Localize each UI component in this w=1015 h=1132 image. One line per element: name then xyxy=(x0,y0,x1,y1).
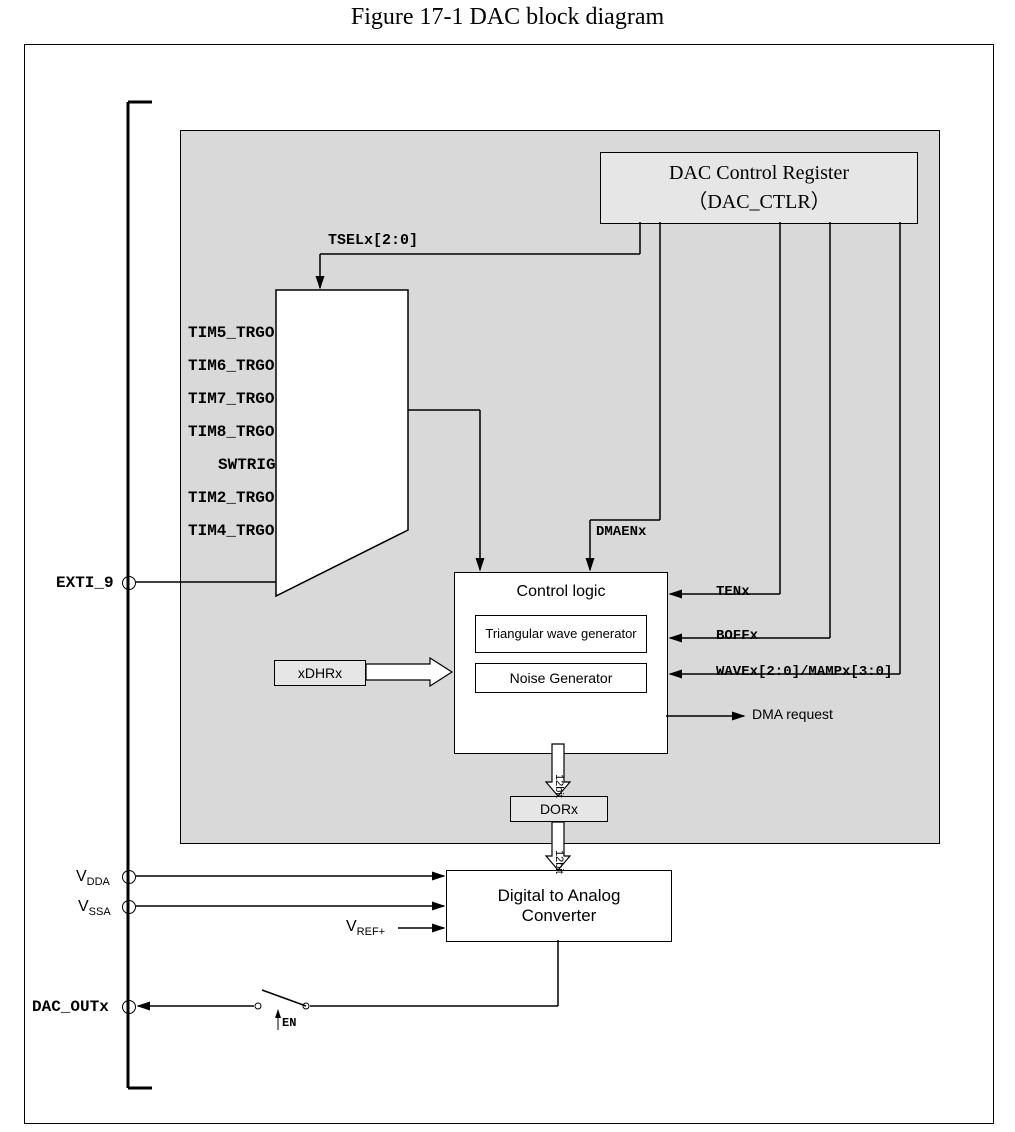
wavex-label: WAVEx[2:0]/MAMPx[3:0] xyxy=(716,664,892,680)
d2a-line2: Converter xyxy=(522,906,597,926)
trigger-input: TIM5_TRGO xyxy=(188,324,274,342)
trigger-input: TIM6_TRGO xyxy=(188,357,274,375)
trigger-input: TIM2_TRGO xyxy=(188,489,274,507)
bit12-in-label: 12bit xyxy=(396,661,422,675)
pin-exti xyxy=(122,576,136,590)
control-logic-title: Control logic xyxy=(517,583,606,601)
tenx-label: TENx xyxy=(716,584,750,600)
figure-title: Figure 17-1 DAC block diagram xyxy=(0,4,1015,31)
boffx-label: BOFFx xyxy=(716,628,758,644)
tselx-label: TSELx[2:0] xyxy=(328,232,418,249)
d2a-box: Digital to Analog Converter xyxy=(446,870,672,942)
noise-gen-box: Noise Generator xyxy=(475,663,647,693)
dmaenx-label: DMAENx xyxy=(596,524,646,540)
trigger-input: TIM7_TRGO xyxy=(188,390,274,408)
control-logic-block: Control logic Triangular wave generator … xyxy=(454,572,668,754)
pin-dacout xyxy=(122,1000,136,1014)
trigger-input: SWTRIG xyxy=(218,456,276,474)
en-label: EN xyxy=(282,1016,296,1030)
dorx-box: DORx xyxy=(510,796,608,822)
trigger-input: TIM4_TRGO xyxy=(188,522,274,540)
dac-control-register-box: DAC Control Register （DAC_CTLR） xyxy=(600,152,918,224)
d2a-line1: Digital to Analog xyxy=(498,886,621,906)
dac-ctrl-line2: （DAC_CTLR） xyxy=(687,185,830,214)
vdda-label: VDDA xyxy=(76,868,110,888)
vssa-label: VSSA xyxy=(78,898,111,918)
dma-request-label: DMA request xyxy=(752,706,833,722)
pin-vssa xyxy=(122,900,136,914)
dac-ctrl-line1: DAC Control Register xyxy=(669,162,849,185)
trigger-input: TIM8_TRGO xyxy=(188,423,274,441)
vref-label: VREF+ xyxy=(346,918,385,938)
tri-wave-box: Triangular wave generator xyxy=(475,615,647,653)
xdhrx-box: xDHRx xyxy=(274,660,366,686)
exti9-label: EXTI_9 xyxy=(56,574,114,592)
figure-page: Figure 17-1 DAC block diagram DAC Contro… xyxy=(0,0,1015,1132)
pin-vdda xyxy=(122,870,136,884)
dac-outx-label: DAC_OUTx xyxy=(32,998,109,1016)
